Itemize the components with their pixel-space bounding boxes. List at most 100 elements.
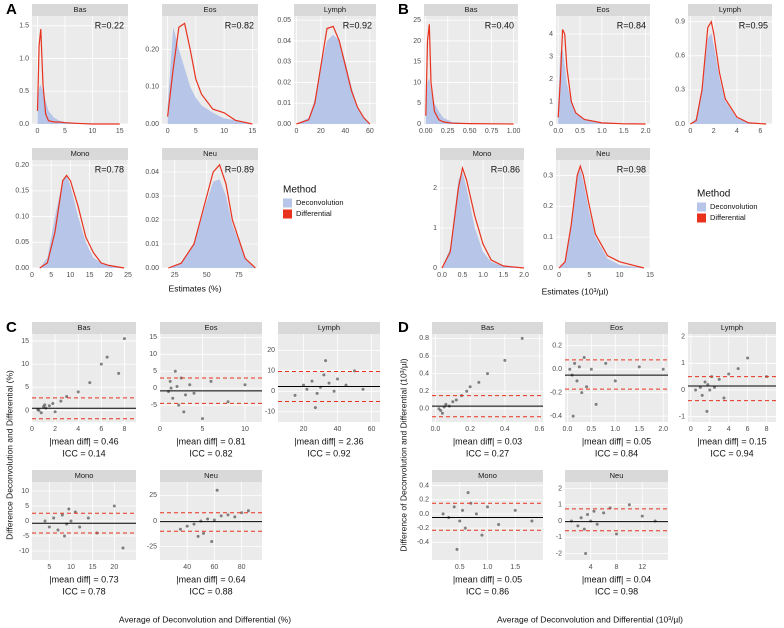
x-tick-label: 6: [746, 426, 750, 433]
facet-title: Eos: [597, 5, 610, 14]
legend-swatch: [283, 209, 292, 219]
x-axis-label: Estimates (10³/µl): [542, 286, 609, 296]
point: [243, 383, 247, 387]
facet-title: Bas: [74, 5, 87, 14]
y-tick-label: 0.04: [145, 169, 159, 176]
point: [52, 516, 56, 520]
y-tick-label: -1: [556, 534, 562, 541]
facet-title: Lymph: [719, 5, 741, 14]
point: [455, 547, 459, 551]
y-tick-label: 0.0: [419, 511, 429, 518]
y-tick-label: 0.02: [277, 79, 291, 86]
point: [513, 508, 517, 512]
x-tick-label: 20: [110, 564, 118, 571]
stat-label: ICC = 0.94: [710, 448, 753, 458]
y-tick-label: 1: [558, 502, 562, 509]
point: [202, 531, 206, 535]
y-tick-label: 0.8: [419, 335, 429, 342]
point: [293, 393, 297, 397]
y-tick-label: 5: [153, 368, 157, 375]
density-area: [168, 179, 256, 268]
point: [586, 513, 590, 516]
y-axis-label: Difference of Deconvolution and Differen…: [398, 358, 408, 551]
point: [305, 387, 309, 391]
y-axis-label: Difference Deconvolution and Differentia…: [4, 370, 14, 540]
facet-title: Mono: [71, 149, 90, 158]
point: [474, 512, 478, 516]
density-area: [167, 27, 253, 125]
x-tick-label: 60: [366, 128, 374, 135]
y-tick-label: 10: [21, 488, 29, 495]
x-tick-label: 2.0: [658, 426, 668, 433]
x-tick-label: 6: [99, 426, 103, 433]
facet-title: Mono: [478, 471, 497, 480]
stat-label: |mean diff| = 0.73: [49, 574, 118, 584]
x-tick-label: 1.5: [499, 272, 509, 279]
y-tick-label: 0.0: [19, 121, 29, 128]
facet-title: Bas: [481, 323, 494, 332]
facet-strip: [556, 4, 650, 16]
point: [706, 383, 710, 387]
point: [178, 527, 182, 531]
correlation-label: R=0.82: [225, 20, 254, 30]
x-tick-label: 2: [53, 426, 57, 433]
facet-title: Lymph: [324, 5, 346, 14]
y-tick-label: 0.3: [675, 87, 685, 94]
stat-label: ICC = 0.92: [307, 448, 350, 458]
legend-entry: Deconvolution: [296, 198, 344, 207]
facet-title: Neu: [204, 471, 218, 480]
point: [78, 525, 82, 529]
correlation-label: R=0.95: [739, 20, 768, 30]
facet-strip: [294, 4, 376, 16]
x-tick-label: 0.5: [586, 426, 596, 433]
point: [184, 393, 187, 397]
x-tick-label: 15: [86, 272, 94, 279]
facet-strip: [440, 148, 524, 160]
density-area: [425, 78, 514, 124]
density-line: [39, 174, 125, 269]
x-tick-label: 2.0: [519, 272, 529, 279]
facet-strip: [565, 322, 668, 334]
stat-label: |mean diff| = 0.64: [176, 574, 245, 584]
y-tick-label: 0.00: [145, 121, 159, 128]
legend-swatch: [697, 213, 706, 223]
point: [451, 400, 455, 404]
x-tick-label: 0: [158, 426, 162, 433]
facet-title: Bas: [465, 5, 478, 14]
point: [746, 356, 750, 360]
x-tick-label: 0.5: [455, 564, 465, 571]
point: [722, 396, 726, 400]
plot-background: [688, 334, 776, 422]
x-axis-label: Average of Deconvolution and Differentia…: [497, 614, 683, 624]
y-tick-label: 0.9: [675, 19, 685, 26]
point: [69, 519, 73, 523]
point: [461, 508, 465, 512]
point: [210, 540, 214, 544]
x-tick-label: 4: [727, 426, 731, 433]
x-tick-label: 8: [765, 426, 769, 433]
y-tick-label: 0.10: [145, 84, 159, 91]
y-tick-label: 0: [417, 121, 421, 128]
x-tick-label: 40: [334, 426, 342, 433]
density-line: [167, 22, 253, 125]
stat-label: ICC = 0.88: [189, 586, 232, 596]
point: [575, 379, 579, 383]
point: [169, 386, 173, 390]
x-tick-label: 1.5: [619, 128, 629, 135]
point: [88, 381, 92, 385]
facet-strip: [278, 322, 380, 334]
x-tick-label: 10: [88, 128, 96, 135]
facet-title: Mono: [473, 149, 492, 158]
y-tick-label: 0.4: [419, 370, 429, 377]
y-tick-label: 0.0: [675, 121, 685, 128]
facet-strip: [160, 322, 262, 334]
density-line: [690, 20, 767, 125]
x-tick-label: 0: [36, 128, 40, 135]
x-tick-label: 2: [712, 128, 716, 135]
y-tick-label: 0: [25, 518, 29, 525]
point: [201, 417, 204, 421]
point: [185, 524, 189, 528]
x-tick-label: 0: [688, 128, 692, 135]
point: [65, 395, 69, 399]
point: [520, 336, 524, 340]
